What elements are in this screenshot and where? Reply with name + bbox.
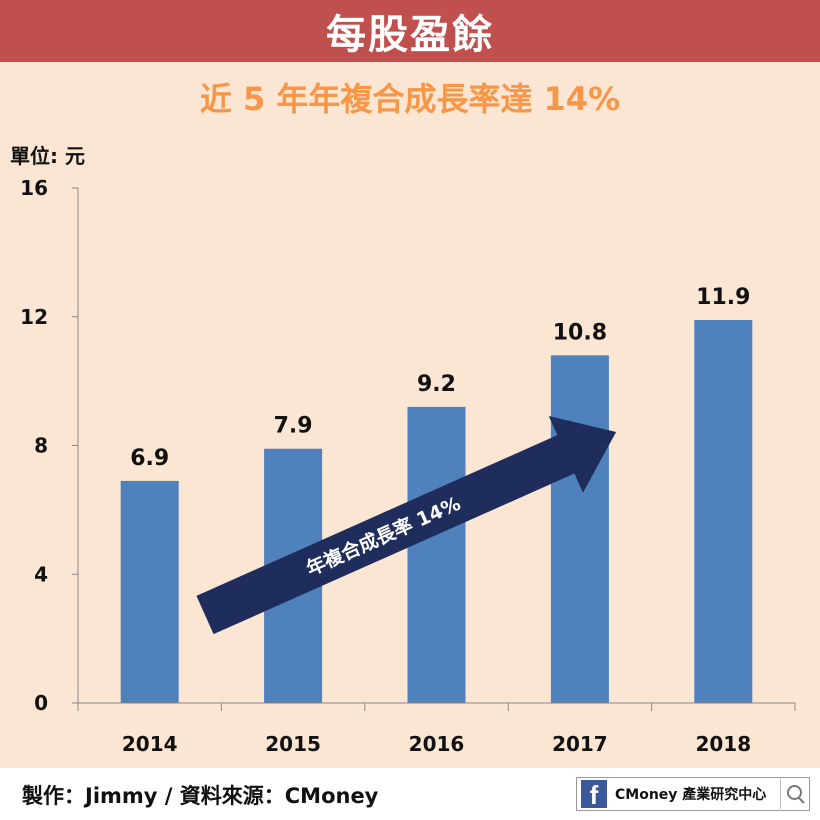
- search-icon[interactable]: [780, 779, 809, 809]
- y-tick-label: 4: [34, 562, 48, 586]
- bar: [550, 355, 609, 703]
- brand-badge[interactable]: f CMoney 產業研究中心: [576, 777, 810, 811]
- brand-text: CMoney 產業研究中心: [615, 787, 767, 803]
- arrow-shape: [196, 415, 617, 635]
- x-tick-label: 2017: [552, 732, 608, 756]
- y-tick-label: 12: [20, 305, 48, 329]
- unit-label: 單位: 元: [10, 144, 85, 168]
- data-label: 11.9: [696, 285, 750, 310]
- page-title: 每股盈餘: [326, 12, 494, 58]
- data-label: 7.9: [274, 414, 313, 439]
- x-tick-label: 2016: [409, 732, 465, 756]
- y-tick-label: 16: [20, 176, 48, 200]
- data-label: 9.2: [417, 372, 456, 397]
- credit-text: 製作：Jimmy / 資料來源：CMoney: [22, 784, 379, 808]
- y-tick-label: 0: [34, 691, 48, 715]
- bar: [694, 319, 753, 703]
- bar: [407, 406, 466, 703]
- facebook-icon[interactable]: f: [581, 780, 607, 808]
- data-label: 6.9: [130, 446, 169, 471]
- subtitle: 近 5 年年複合成長率達 14%: [199, 80, 621, 118]
- footer: 製作：Jimmy / 資料來源：CMoney f CMoney 產業研究中心: [0, 768, 820, 820]
- bar: [120, 480, 179, 703]
- x-tick-label: 2018: [695, 732, 751, 756]
- x-tick-label: 2015: [265, 732, 321, 756]
- bar-chart: 0 4 8 12 16 6.9 2014 7.9 2015 9.2 2016 10.8 2017 11.9…: [20, 176, 796, 756]
- x-tick-label: 2014: [122, 732, 178, 756]
- title-bar: 每股盈餘: [0, 0, 820, 62]
- y-tick-label: 8: [34, 434, 48, 458]
- data-label: 10.8: [553, 320, 607, 345]
